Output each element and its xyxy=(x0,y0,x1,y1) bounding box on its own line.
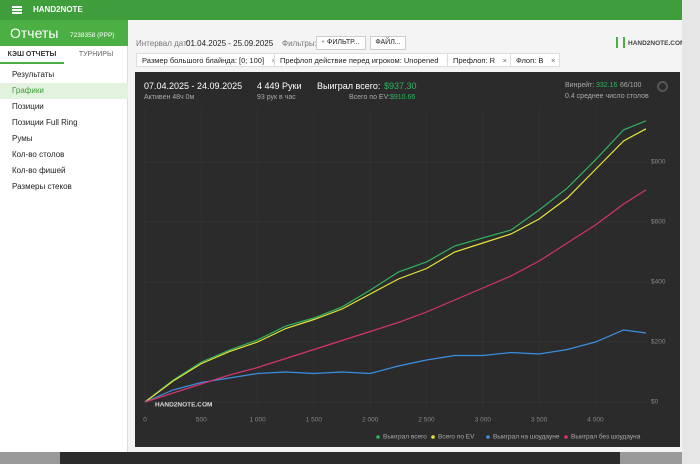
add-filter-text: ФИЛЬТР... xyxy=(327,39,360,46)
legend-label: Всего по EV xyxy=(438,434,475,441)
series-line xyxy=(144,128,647,403)
filter-chip[interactable]: Префлоп: R xyxy=(447,53,513,68)
filter-chip[interactable]: Размер большого блайнда: [0; 100] xyxy=(136,53,282,68)
y-tick-label: $200 xyxy=(651,339,666,346)
account[interactable]: 7238358 (PPP) xyxy=(70,32,115,39)
logo: HAND2NOTE.COM xyxy=(628,40,686,47)
series-line xyxy=(144,329,647,403)
filter-chip[interactable]: Флоп: B xyxy=(510,53,561,68)
app-window: HAND2NOTE Отчеты 7238358 (PPP) КЭШ ОТЧЕТ… xyxy=(0,0,682,452)
stat-won-label: Выиграл всего: xyxy=(317,81,381,91)
x-tick-label: 2 500 xyxy=(418,417,435,424)
x-tick-label: 1 000 xyxy=(249,417,266,424)
chart: HAND2NOTE.COM $0 $200 $400 $600 $800 0 500 1 00… xyxy=(143,108,666,441)
background-window xyxy=(60,452,620,464)
menu-item[interactable]: Кол-во фишей xyxy=(12,166,66,175)
watermark: HAND2NOTE.COM xyxy=(155,402,212,409)
stat-active: Активен 48ч 0м xyxy=(144,94,195,101)
stat-tables: 0.4 среднее число столов xyxy=(565,93,649,100)
stat-won: $937.30 xyxy=(384,81,417,91)
tab-active[interactable]: КЭШ ОТЧЕТЫ xyxy=(0,48,64,64)
legend-label: Выиграл на шоудауне xyxy=(493,434,560,441)
x-tick-label: 3 000 xyxy=(475,417,492,424)
desktop-right xyxy=(682,0,700,464)
menu-item[interactable]: Позиции xyxy=(12,102,44,111)
legend-marker xyxy=(564,435,568,439)
legend-marker xyxy=(486,435,490,439)
y-tick-label: $800 xyxy=(651,159,666,166)
stat-date: 07.04.2025 - 24.09.2025 xyxy=(144,81,243,91)
legend-label: Выиграл без шоудауна xyxy=(571,433,641,441)
app-title: HAND2NOTE xyxy=(33,5,83,14)
menu-item[interactable]: Результаты xyxy=(12,70,55,79)
stat-winrate: 332.16 xyxy=(596,82,618,89)
x-tick-label: 0 xyxy=(143,417,147,424)
x-tick-label: 2 000 xyxy=(362,417,379,424)
series-line xyxy=(144,120,647,403)
settings-icon[interactable] xyxy=(657,81,668,92)
stat-winrate-label: Винрейт: xyxy=(565,82,595,89)
y-tick-label: $0 xyxy=(651,399,659,406)
sidebar xyxy=(0,46,128,452)
menu-item-active[interactable]: Графики xyxy=(0,83,128,99)
legend-label: Выиграл всего xyxy=(383,434,427,441)
date-range[interactable]: 01.04.2025 - 25.09.2025 xyxy=(186,39,274,48)
file-button[interactable]: ФАЙЛ... xyxy=(370,36,406,50)
x-tick-label: 500 xyxy=(196,417,207,424)
y-tick-label: $400 xyxy=(651,279,666,286)
title-bar xyxy=(0,0,682,20)
stat-ev: $910.66 xyxy=(390,94,416,101)
menu-item[interactable]: Кол-во столов xyxy=(12,150,65,159)
menu-item[interactable]: Позиции Full Ring xyxy=(12,118,78,127)
logo-icon xyxy=(616,37,625,48)
date-label: Интервал дат: xyxy=(136,39,189,48)
legend-marker xyxy=(376,435,380,439)
x-tick-label: 1 500 xyxy=(306,417,323,424)
x-tick-label: 3 500 xyxy=(531,417,548,424)
menu-item[interactable]: Румы xyxy=(12,134,33,143)
series-line xyxy=(144,189,647,403)
filters-label: Фильтры: xyxy=(282,39,317,48)
stat-hands-hour: 93 рук в час xyxy=(257,94,296,101)
filter-chip[interactable]: Префлоп действие перед игроком: Unopened xyxy=(274,53,456,68)
chart-panel: 07.04.2025 - 24.09.2025 Активен 48ч 0м 4… xyxy=(135,72,680,447)
stat-winrate-unit: 66/100 xyxy=(620,82,642,89)
add-filter-button[interactable]: + ФИЛЬТР... xyxy=(316,36,366,50)
legend-marker xyxy=(431,435,435,439)
section-title: Отчеты xyxy=(10,25,59,41)
menu-icon[interactable] xyxy=(12,6,22,14)
stat-ev-label: Всего по EV: xyxy=(349,94,390,101)
header xyxy=(0,20,128,46)
stat-hands: 4 449 Руки xyxy=(257,81,302,91)
x-tick-label: 4 000 xyxy=(587,417,604,424)
tab[interactable]: ТУРНИРЫ xyxy=(78,51,114,58)
y-tick-label: $600 xyxy=(651,219,666,226)
menu-item[interactable]: Размеры стеков xyxy=(12,182,72,191)
